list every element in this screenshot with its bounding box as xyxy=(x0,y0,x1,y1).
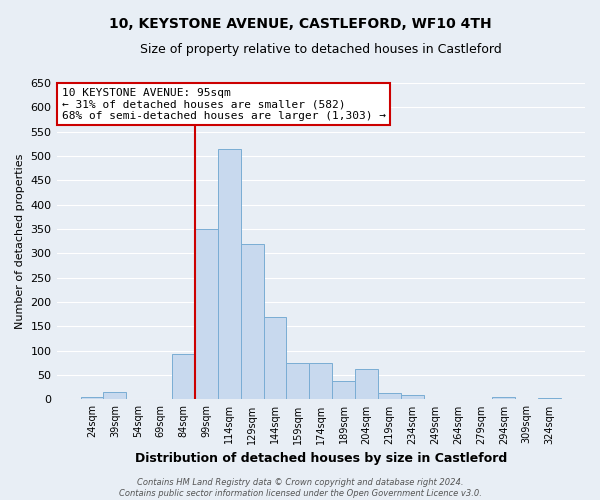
Bar xyxy=(538,398,561,400)
Y-axis label: Number of detached properties: Number of detached properties xyxy=(15,154,25,329)
X-axis label: Distribution of detached houses by size in Castleford: Distribution of detached houses by size … xyxy=(134,452,507,465)
Bar xyxy=(355,369,378,400)
Bar xyxy=(286,363,310,400)
Bar xyxy=(401,394,424,400)
Bar xyxy=(263,316,286,400)
Bar xyxy=(195,229,218,400)
Text: 10, KEYSTONE AVENUE, CASTLEFORD, WF10 4TH: 10, KEYSTONE AVENUE, CASTLEFORD, WF10 4T… xyxy=(109,18,491,32)
Bar xyxy=(310,363,332,400)
Title: Size of property relative to detached houses in Castleford: Size of property relative to detached ho… xyxy=(140,42,502,56)
Bar xyxy=(241,244,263,400)
Bar xyxy=(103,392,127,400)
Bar xyxy=(80,397,103,400)
Bar xyxy=(378,393,401,400)
Bar xyxy=(332,382,355,400)
Text: Contains HM Land Registry data © Crown copyright and database right 2024.
Contai: Contains HM Land Registry data © Crown c… xyxy=(119,478,481,498)
Bar xyxy=(172,354,195,400)
Bar xyxy=(218,149,241,400)
Bar xyxy=(493,397,515,400)
Text: 10 KEYSTONE AVENUE: 95sqm
← 31% of detached houses are smaller (582)
68% of semi: 10 KEYSTONE AVENUE: 95sqm ← 31% of detac… xyxy=(62,88,386,121)
